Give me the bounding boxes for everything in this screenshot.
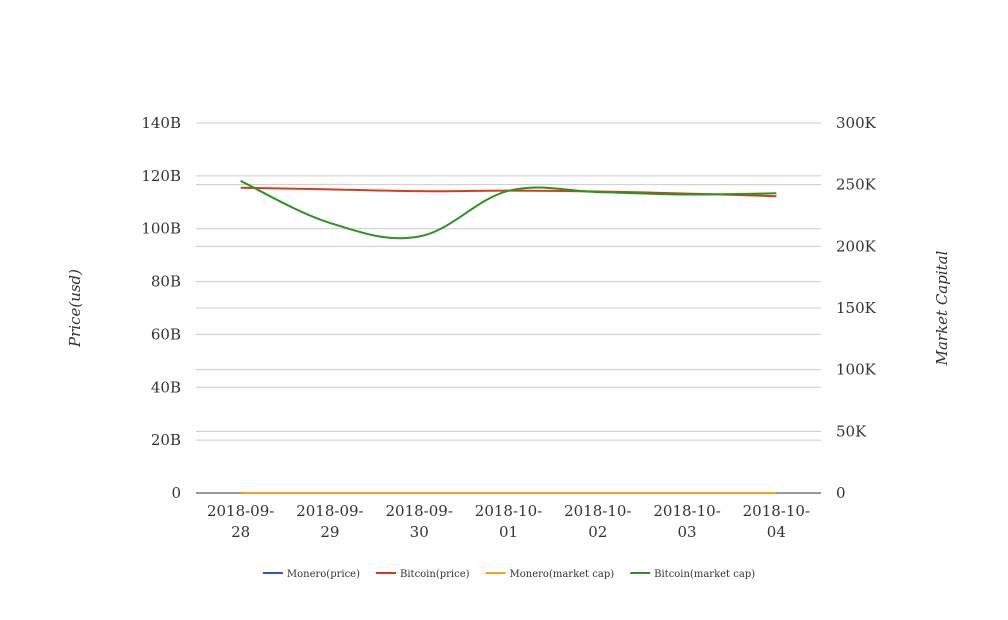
right-y-tick-label: 200K bbox=[836, 237, 877, 255]
legend: Monero(price) Bitcoin(price) Monero(market… bbox=[262, 569, 755, 580]
series-lines bbox=[240, 180, 777, 495]
left-y-tick-label: 60B bbox=[151, 325, 181, 343]
right-y-tick-label: 100K bbox=[836, 361, 877, 379]
legend-label: Monero(market cap) bbox=[510, 569, 615, 580]
legend-item[interactable]: Bitcoin(price) bbox=[376, 569, 470, 580]
left-y-axis-label: Price(usd) bbox=[66, 269, 84, 348]
right-gridlines bbox=[196, 122, 821, 432]
legend-item[interactable]: Monero(price) bbox=[262, 569, 360, 580]
x-tick-label: 2018-10-03 bbox=[653, 502, 720, 541]
right-y-axis-label: Market Capital bbox=[933, 250, 951, 366]
right-y-tick-label: 300K bbox=[836, 114, 877, 132]
x-tick-label: 2018-09-28 bbox=[207, 502, 274, 541]
left-y-tick-label: 80B bbox=[151, 273, 181, 291]
x-tick-label: 2018-09-29 bbox=[296, 502, 363, 541]
x-tick-label: 2018-10-01 bbox=[475, 502, 542, 541]
right-y-tick-label: 250K bbox=[836, 176, 877, 194]
left-y-axis-ticks: 0 20B 40B 60B 80B 100B 120B 140B bbox=[141, 114, 181, 502]
right-y-tick-label: 150K bbox=[836, 299, 877, 317]
legend-label: Bitcoin(market cap) bbox=[654, 569, 755, 580]
left-y-tick-label: 20B bbox=[151, 431, 181, 449]
right-y-tick-label: 0 bbox=[836, 484, 846, 502]
x-tick-label: 2018-10-04 bbox=[743, 502, 810, 541]
left-y-tick-label: 120B bbox=[141, 167, 181, 185]
legend-label: Bitcoin(price) bbox=[400, 569, 470, 580]
right-y-axis-ticks: 0 50K 100K 150K 200K 250K 300K bbox=[836, 114, 877, 502]
left-gridlines bbox=[196, 122, 821, 441]
x-tick-label: 2018-10-02 bbox=[564, 502, 631, 541]
left-y-tick-label: 140B bbox=[141, 114, 181, 132]
legend-item[interactable]: Monero(market cap) bbox=[485, 569, 615, 580]
legend-item[interactable]: Bitcoin(market cap) bbox=[630, 569, 755, 580]
series-line-bitcoin-market-cap bbox=[240, 180, 777, 240]
left-y-tick-label: 100B bbox=[141, 220, 181, 238]
legend-label: Monero(price) bbox=[287, 569, 360, 580]
right-y-tick-label: 50K bbox=[836, 422, 867, 440]
x-tick-label: 2018-09-30 bbox=[386, 502, 453, 541]
left-y-tick-label: 0 bbox=[171, 484, 181, 502]
x-axis-ticks: 2018-09-28 2018-09-29 2018-09-30 2018-10-01… bbox=[207, 502, 810, 541]
left-y-tick-label: 40B bbox=[151, 378, 181, 396]
